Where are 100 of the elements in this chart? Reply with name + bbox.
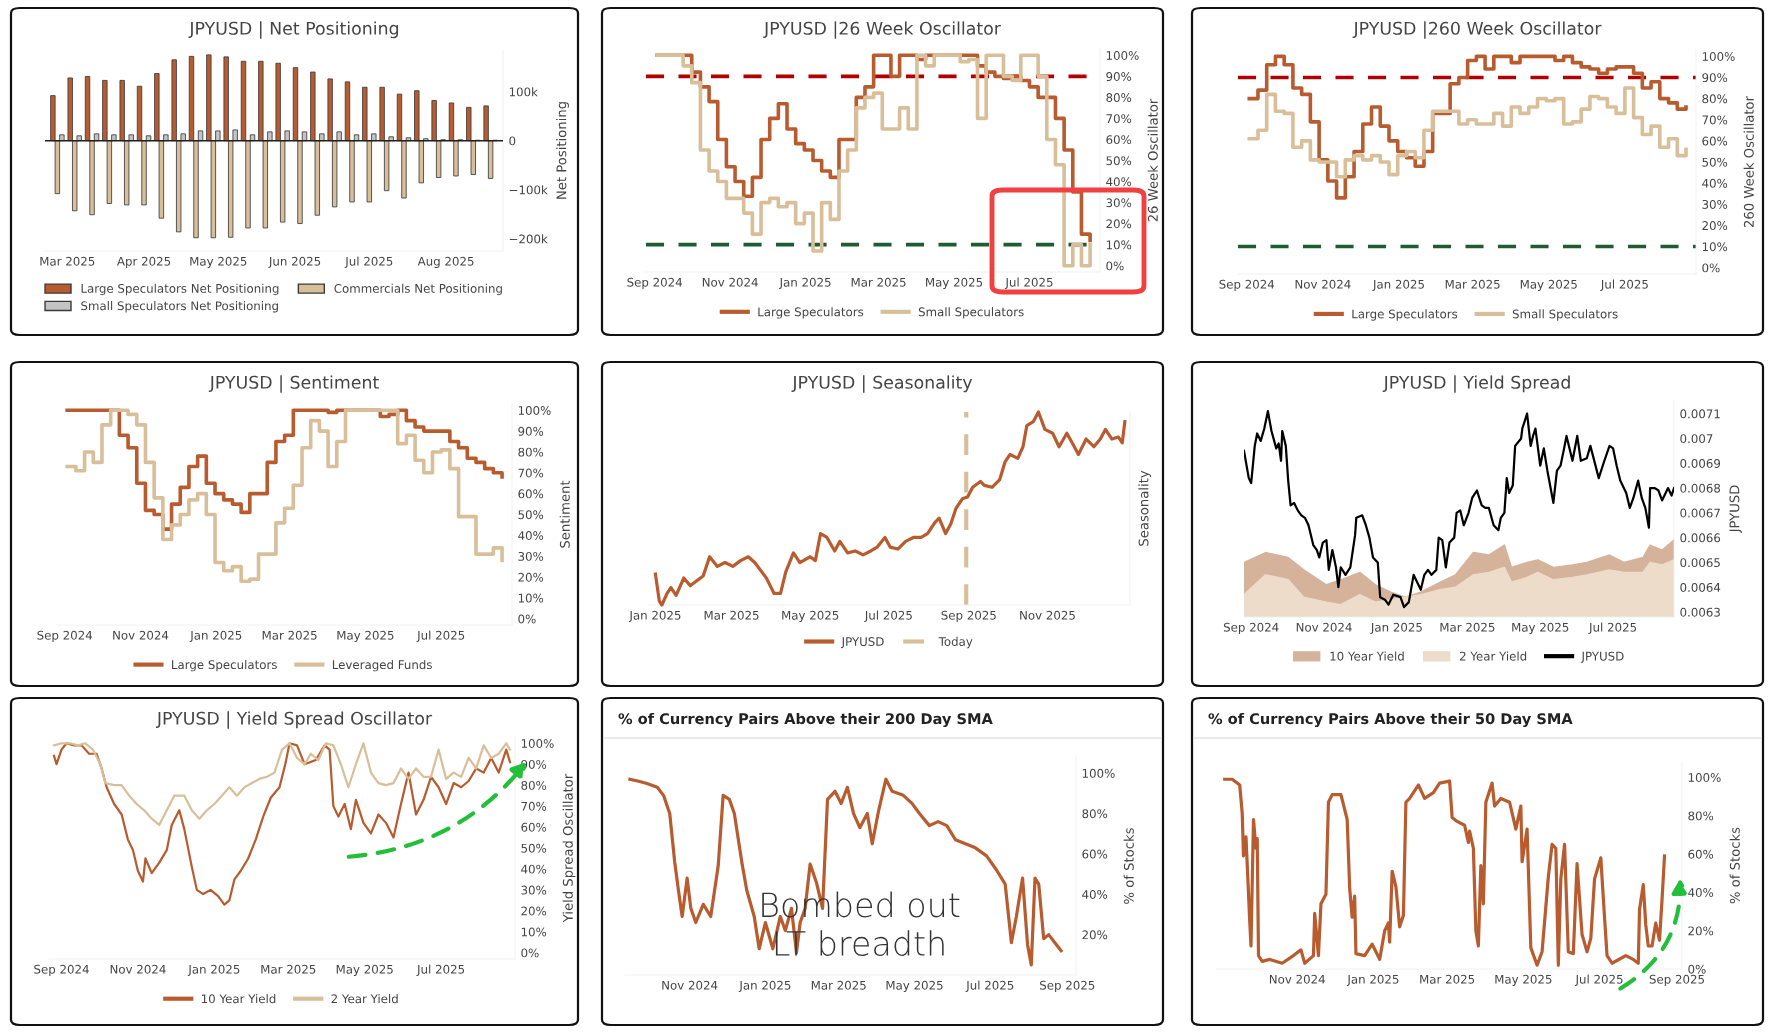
legend-label: Large Speculators Net Positioning <box>81 283 279 296</box>
x-tick-label: Mar 2025 <box>40 256 95 266</box>
y-tick-label: 10% <box>1106 240 1132 250</box>
x-tick-label: May 2025 <box>926 277 983 289</box>
x-tick-label: Jul 2025 <box>864 610 912 622</box>
y-tick-label: 40% <box>1702 178 1728 188</box>
y-tick-label: 10% <box>521 927 547 937</box>
x-tick-label: Jan 2025 <box>187 964 240 976</box>
x-tick-label: Jul 2025 <box>1600 279 1648 291</box>
x-tick-label: Apr 2025 <box>117 256 171 268</box>
chart-title: JPYUSD | Sentiment <box>208 375 379 393</box>
y-tick-label: 0.0068 <box>1680 483 1721 493</box>
x-tick-label: Jul 2025 <box>344 256 393 268</box>
y-tick-label: 40% <box>1688 888 1714 897</box>
x-tick-label: Nov 2024 <box>1269 974 1325 984</box>
x-tick-label: Nov 2024 <box>702 277 758 287</box>
y-tick-label: 100% <box>1106 51 1139 60</box>
x-tick-label: Jan 2025 <box>628 610 681 622</box>
x-tick-label: May 2025 <box>1495 974 1552 986</box>
y-tick-label: 60% <box>1106 135 1132 145</box>
y-axis-title: Yield Spread Oscillator <box>562 773 576 923</box>
x-tick-label: Sep 2024 <box>627 277 683 289</box>
chart-title: % of Currency Pairs Above their 50 Day SMA <box>1208 712 1573 728</box>
ref-line-label: Today <box>938 636 973 649</box>
x-tick-label: Mar 2025 <box>1420 974 1475 984</box>
y-tick-label: 10% <box>518 593 544 603</box>
y-tick-label: −100k <box>509 185 548 195</box>
y-tick-label: 80% <box>518 447 544 457</box>
x-tick-label: Nov 2024 <box>113 630 169 640</box>
x-tick-label: Jul 2025 <box>1588 622 1637 634</box>
y-axis-title: Sentiment <box>559 480 570 548</box>
y-tick-label: −200k <box>509 234 548 244</box>
y-tick-label: 50% <box>1702 157 1728 167</box>
y-tick-label: 90% <box>1106 72 1132 81</box>
y-tick-label: 100% <box>1702 52 1735 61</box>
y-tick-label: 40% <box>1082 889 1108 899</box>
y-tick-label: 20% <box>1106 219 1132 229</box>
y-axis-title: JPYUSD <box>1729 485 1742 534</box>
legend-label: Small Speculators Net Positioning <box>81 301 278 313</box>
y-tick-label: 60% <box>521 822 547 832</box>
y-tick-label: 40% <box>1106 177 1132 187</box>
y-tick-label: 20% <box>1688 926 1714 936</box>
y-tick-label: 0% <box>1688 964 1706 974</box>
x-tick-label: Jul 2025 <box>416 964 465 976</box>
y-tick-label: 100% <box>518 405 551 415</box>
y-tick-label: 0% <box>518 614 536 624</box>
x-tick-label: Mar 2025 <box>851 277 906 287</box>
y-tick-label: 50% <box>1106 156 1132 166</box>
y-tick-label: 0.0069 <box>1680 458 1721 468</box>
y-axis-title: % of Stocks <box>1729 827 1740 904</box>
y-tick-label: 80% <box>1082 809 1108 819</box>
x-tick-label: Sep 2025 <box>1040 980 1095 992</box>
x-tick-label: Mar 2025 <box>1445 279 1500 289</box>
y-tick-label: 0.0071 <box>1680 409 1720 419</box>
y-tick-label: 40% <box>518 531 544 540</box>
x-tick-label: Nov 2024 <box>110 964 166 974</box>
x-tick-label: Jan 2025 <box>1346 974 1399 986</box>
y-tick-label: 20% <box>518 572 544 582</box>
x-tick-label: Jan 2025 <box>1370 622 1422 634</box>
x-tick-label: Mar 2025 <box>1440 622 1495 632</box>
y-tick-label: 60% <box>1688 849 1714 859</box>
y-tick-label: 0% <box>1106 261 1124 271</box>
y-tick-label: 70% <box>1106 114 1132 124</box>
y-axis-title: Seasonality <box>1138 470 1152 546</box>
chart-title: JPYUSD | Yield Spread Oscillator <box>156 711 433 729</box>
y-tick-label: 40% <box>521 864 547 874</box>
x-tick-label: Jan 2025 <box>1372 279 1424 291</box>
x-tick-label: Jul 2025 <box>1574 974 1623 986</box>
legend-label: Small Speculators <box>1512 309 1618 321</box>
chart-title: JPYUSD | Net Positioning <box>188 21 399 39</box>
x-tick-label: Sep 2025 <box>941 610 996 622</box>
legend-label: JPYUSD <box>1580 651 1624 663</box>
y-tick-label: 80% <box>1106 93 1132 103</box>
x-tick-label: Jul 2025 <box>1004 277 1053 289</box>
x-tick-label: Jan 2025 <box>738 980 791 992</box>
chart-title: JPYUSD | Seasonality <box>791 375 973 393</box>
y-tick-label: 0% <box>521 948 539 958</box>
x-tick-label: May 2025 <box>886 980 943 992</box>
y-tick-label: 50% <box>521 843 547 853</box>
y-tick-label: 80% <box>1702 94 1728 104</box>
y-tick-label: 90% <box>1702 73 1728 83</box>
y-tick-label: 60% <box>1702 136 1728 146</box>
x-tick-label: Nov 2024 <box>662 980 718 990</box>
y-tick-label: 0 <box>509 136 516 146</box>
y-tick-label: 30% <box>1702 199 1728 209</box>
x-tick-label: Mar 2025 <box>262 630 317 640</box>
x-tick-label: Jun 2025 <box>268 256 321 268</box>
y-tick-label: 0% <box>1702 263 1720 273</box>
legend-label: Large Speculators <box>758 307 864 319</box>
legend-label: Leveraged Funds <box>332 659 432 672</box>
x-tick-label: Mar 2025 <box>261 964 316 974</box>
legend-label: Small Speculators <box>918 307 1024 319</box>
x-tick-label: May 2025 <box>190 256 247 268</box>
x-tick-label: May 2025 <box>337 630 394 642</box>
y-axis-title: 26 Week Oscillator <box>1147 98 1158 222</box>
y-tick-label: 0.0064 <box>1680 582 1721 592</box>
x-tick-label: Sep 2025 <box>1649 974 1704 986</box>
y-tick-label: 30% <box>518 551 544 561</box>
y-tick-label: 0.0066 <box>1680 533 1721 543</box>
y-tick-label: 100% <box>1082 768 1115 778</box>
